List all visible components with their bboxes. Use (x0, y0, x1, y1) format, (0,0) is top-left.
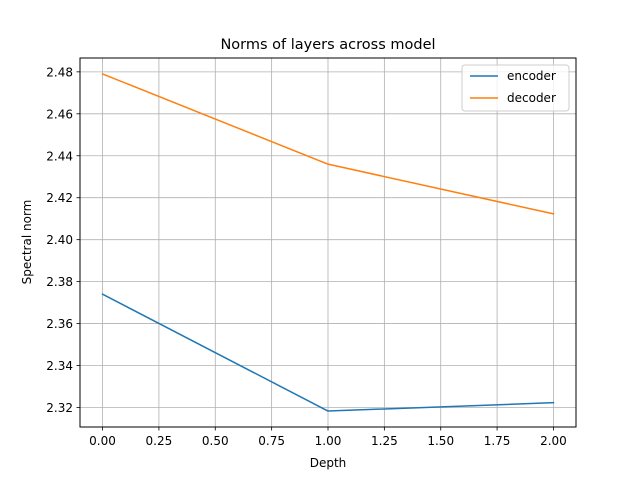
x-axis-ticks: 0.00 0.25 0.50 0.75 1.00 1.25 1.50 1.75 2.00 (89, 427, 567, 448)
x-tick-label: 0.00 (89, 434, 116, 448)
x-tick-label: 0.75 (258, 434, 285, 448)
x-tick-label: 2.00 (540, 434, 567, 448)
y-tick-label: 2.32 (46, 401, 73, 415)
y-tick-label: 2.34 (46, 359, 73, 373)
y-tick-label: 2.40 (46, 233, 73, 247)
legend-encoder-label: encoder (507, 69, 556, 83)
x-axis-label: Depth (310, 456, 347, 470)
y-tick-label: 2.48 (46, 65, 73, 79)
x-tick-label: 1.00 (315, 434, 342, 448)
x-tick-label: 0.25 (146, 434, 173, 448)
y-tick-label: 2.36 (46, 317, 73, 331)
x-tick-label: 1.50 (427, 434, 454, 448)
encoder-line (101, 293, 555, 412)
series-lines (101, 72, 555, 412)
legend-decoder-label: decoder (507, 91, 556, 105)
y-tick-label: 2.46 (46, 107, 73, 121)
y-tick-label: 2.42 (46, 191, 73, 205)
x-tick-label: 0.50 (202, 434, 229, 448)
x-tick-label: 1.75 (484, 434, 511, 448)
y-axis-ticks: 2.32 2.34 2.36 2.38 2.40 2.42 2.44 2.46 2.48 (46, 65, 80, 415)
chart-title: Norms of layers across model (220, 37, 435, 53)
y-axis-label: Spectral norm (20, 200, 34, 285)
y-tick-label: 2.38 (46, 275, 73, 289)
decoder-line (101, 72, 555, 215)
legend: encoder decoder (461, 64, 570, 112)
y-tick-label: 2.44 (46, 149, 73, 163)
x-tick-label: 1.25 (371, 434, 398, 448)
